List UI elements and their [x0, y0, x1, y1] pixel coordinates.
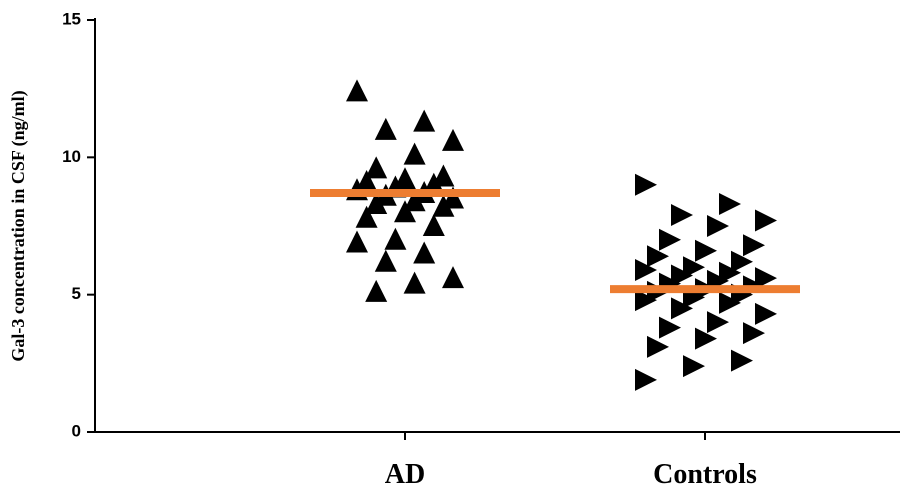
data-point — [731, 250, 753, 273]
data-point — [635, 258, 657, 281]
data-point — [743, 322, 765, 345]
data-point — [442, 266, 464, 289]
data-point — [659, 228, 681, 251]
data-point — [365, 156, 388, 179]
y-axis-label: Gal-3 concentration in CSF (ng/ml) — [8, 90, 29, 361]
data-point — [719, 193, 741, 216]
data-point — [695, 239, 717, 262]
x-tick-label: AD — [385, 459, 425, 490]
data-point — [374, 249, 397, 272]
data-point — [731, 349, 753, 372]
data-point — [365, 192, 388, 215]
data-point — [635, 173, 657, 196]
data-point — [422, 214, 445, 236]
x-tick-label: Controls — [653, 459, 757, 490]
data-point — [413, 241, 436, 264]
data-point — [413, 109, 436, 132]
data-point — [442, 128, 464, 151]
data-point — [647, 335, 669, 358]
data-point — [403, 142, 426, 165]
data-point — [755, 267, 777, 290]
y-tick-label: 15 — [62, 9, 81, 28]
data-point — [635, 289, 657, 312]
data-point — [719, 261, 741, 284]
data-point — [755, 302, 777, 325]
data-point — [695, 327, 717, 350]
data-point — [671, 264, 693, 287]
data-point — [374, 117, 397, 140]
data-point — [683, 256, 705, 279]
data-point — [683, 355, 705, 378]
data-point — [346, 230, 368, 253]
data-point — [635, 368, 657, 391]
data-point — [719, 291, 741, 314]
data-point — [647, 245, 669, 268]
y-tick-label: 10 — [62, 147, 81, 166]
data-point — [671, 204, 693, 227]
data-point — [346, 79, 368, 102]
data-point — [707, 215, 729, 237]
data-point — [671, 297, 693, 320]
data-point — [403, 271, 426, 294]
data-point — [384, 227, 407, 250]
data-point — [707, 311, 729, 334]
data-point — [365, 279, 388, 302]
data-point — [403, 189, 426, 212]
data-point — [355, 205, 378, 228]
y-tick-label: 5 — [72, 284, 81, 303]
data-point — [432, 194, 455, 217]
data-point — [755, 209, 777, 232]
data-point — [659, 316, 681, 339]
data-point — [394, 200, 416, 223]
data-point — [743, 234, 765, 257]
y-tick-label: 0 — [72, 421, 81, 440]
